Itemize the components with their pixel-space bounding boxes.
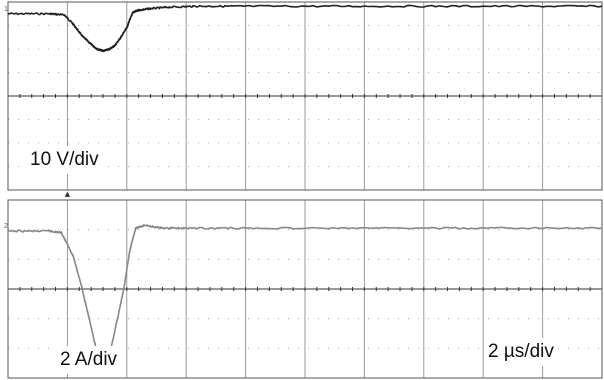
channel-marker: 1	[4, 6, 8, 13]
ch1-trace	[7, 4, 603, 53]
ch1-scale-label: 10 V/div	[26, 146, 103, 174]
channel-marker: 2	[4, 223, 8, 230]
ch2-scale-label: 2 A/div	[56, 346, 122, 374]
trigger-marker: ▲	[65, 190, 71, 198]
panel-frame	[7, 1, 603, 191]
panel-frame	[7, 199, 603, 379]
ch2-trace	[7, 224, 603, 366]
timebase-label: 2 µs/div	[484, 338, 558, 366]
